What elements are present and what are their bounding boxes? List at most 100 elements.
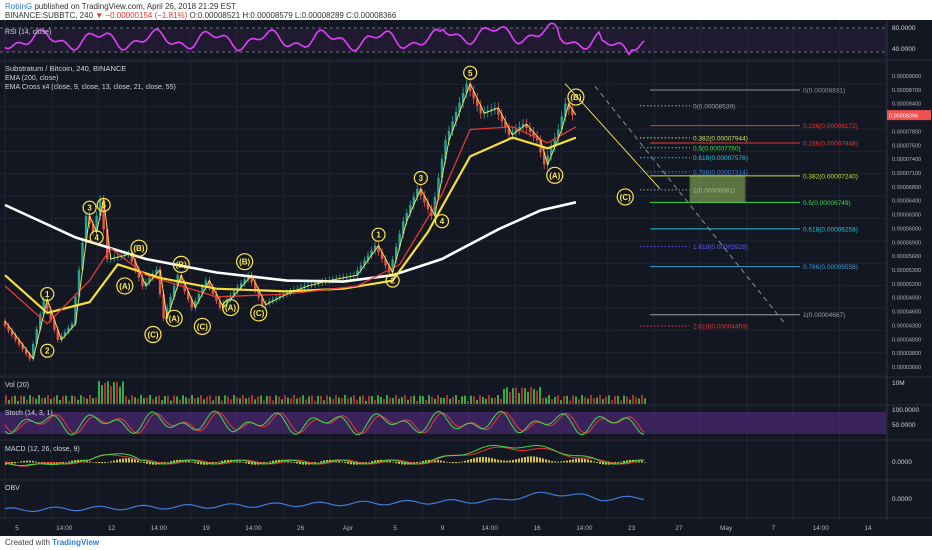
macd-histogram-bar xyxy=(188,461,190,463)
volume-bar xyxy=(518,392,520,404)
macd-histogram-bar xyxy=(389,461,391,463)
ema200-legend: EMA (200, close) xyxy=(5,75,58,82)
fib-level-label: 1(0.00006981) xyxy=(693,187,735,194)
macd-histogram-bar xyxy=(125,458,127,463)
volume-bar xyxy=(128,399,130,404)
time-tick-label: 12 xyxy=(108,525,116,532)
author-link[interactable]: RobinG xyxy=(5,2,33,11)
volume-bar xyxy=(209,395,211,404)
time-tick-label: 26 xyxy=(297,525,305,532)
tradingview-brand[interactable]: TradingView xyxy=(52,538,100,547)
fibonacci-levels: 0(0.00008831) 0(0.00008539) 0.236(0.000081… xyxy=(564,83,858,330)
candle-body xyxy=(56,329,60,340)
volume-bar xyxy=(224,395,226,404)
macd-histogram-bar xyxy=(23,460,25,463)
candle-body xyxy=(53,319,56,330)
candle-body xyxy=(211,287,215,295)
price-tick-label: 0.00007400 xyxy=(892,157,921,163)
macd-histogram-bar xyxy=(365,462,367,464)
candle-body xyxy=(546,155,549,165)
volume-bar xyxy=(86,398,88,404)
volume-bar xyxy=(254,399,256,404)
price-lines xyxy=(3,77,577,362)
volume-bar xyxy=(461,396,463,404)
volume-bar xyxy=(566,395,568,404)
volume-bar xyxy=(98,381,100,404)
macd-histogram-bar xyxy=(182,459,184,463)
volume-bar xyxy=(608,395,610,404)
fib-level-label: 0.5(0.00007760) xyxy=(693,145,741,152)
macd-histogram-bar xyxy=(536,456,538,463)
fib-level-label: 0.786(0.00007314) xyxy=(693,169,748,176)
macd-histogram-bar xyxy=(35,461,37,463)
wave-label: (A) xyxy=(549,171,560,180)
volume-bar xyxy=(281,399,283,404)
volume-bar xyxy=(284,395,286,404)
volume-bar xyxy=(26,399,28,404)
macd-histogram-bar xyxy=(65,462,67,463)
macd-histogram-bar xyxy=(626,460,628,463)
wave-marker xyxy=(371,227,386,242)
macd-histogram-bar xyxy=(596,462,598,463)
macd-histogram-bar xyxy=(263,462,265,464)
macd-histogram-bar xyxy=(605,462,607,465)
macd-histogram-bar xyxy=(74,460,76,463)
macd-histogram-bar xyxy=(287,460,289,463)
macd-histogram-bar xyxy=(17,461,19,463)
candle-body xyxy=(225,299,229,304)
price-tick-label: 0.00004000 xyxy=(892,337,921,343)
candle-body xyxy=(232,291,236,296)
macd-histogram-bar xyxy=(143,462,145,463)
wave-label: 3 xyxy=(419,174,424,183)
volume-bar xyxy=(494,397,496,404)
fib-level-label: 0.618(0.00006258) xyxy=(803,226,858,233)
volume-bar xyxy=(338,397,340,404)
macd-histogram-bar xyxy=(590,460,592,463)
macd-histogram-bar xyxy=(503,460,505,463)
volume-bar xyxy=(272,400,274,404)
macd-histogram-bar xyxy=(461,461,463,463)
volume-bar xyxy=(362,395,364,404)
volume-bar xyxy=(107,381,109,404)
candle-body xyxy=(542,152,546,165)
price-tick-label: 0.00007800 xyxy=(892,129,921,135)
volume-bar xyxy=(356,399,358,404)
wave-marker xyxy=(144,325,162,344)
macd-histogram-bar xyxy=(518,458,520,463)
candle-body xyxy=(560,116,563,130)
volume-bar xyxy=(407,399,409,404)
wave-label: (C) xyxy=(620,193,631,202)
volume-bar xyxy=(287,397,289,404)
candle-body xyxy=(564,103,567,117)
macd-histogram-bar xyxy=(107,462,109,463)
time-tick-label: May xyxy=(720,525,733,532)
time-tick-label: 14:00 xyxy=(151,525,168,532)
macd-histogram-bar xyxy=(557,461,559,463)
macd-histogram-bar xyxy=(167,461,169,463)
candle-body xyxy=(356,270,359,276)
wave-marker xyxy=(40,343,55,358)
wave-label: (A) xyxy=(169,314,180,323)
candle-body xyxy=(102,199,105,230)
volume-bar xyxy=(581,395,583,404)
time-tick-label: 14:00 xyxy=(576,525,593,532)
candle-body xyxy=(81,242,84,270)
candle-body xyxy=(98,199,102,216)
price-tick-label: 0.00008400 xyxy=(892,102,921,108)
macd-histogram-bar xyxy=(203,462,205,465)
volume-bar xyxy=(68,400,70,404)
volume-bar xyxy=(587,398,589,404)
candle-body xyxy=(134,261,137,270)
macd-histogram-bar xyxy=(317,462,319,463)
volume-bar xyxy=(35,398,37,404)
volume-bar xyxy=(266,395,268,404)
stoch-tick: 50.0000 xyxy=(892,422,916,429)
obv-line xyxy=(4,491,645,513)
volume-bar xyxy=(512,388,514,404)
price-tick-label: 0.00007500 xyxy=(892,143,921,149)
candle-body xyxy=(222,303,225,308)
macd-histogram-bar xyxy=(527,456,529,463)
volume-bar xyxy=(380,396,382,404)
volume-bar xyxy=(638,398,640,404)
